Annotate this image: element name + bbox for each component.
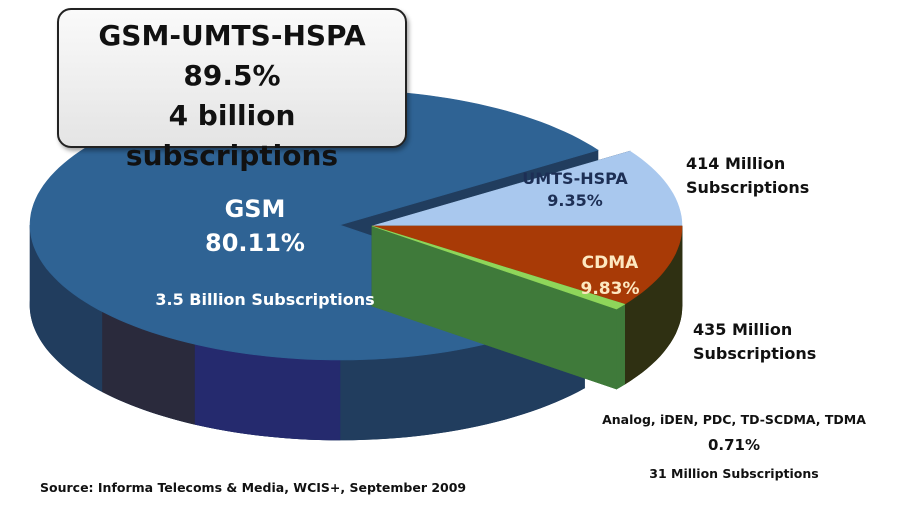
cdma-name: CDMA — [581, 253, 639, 273]
source-note: Source: Informa Telecoms & Media, WCIS+,… — [40, 480, 467, 495]
pie-slice-umts-hspa — [371, 150, 683, 227]
umts-name: UMTS-HSPA — [522, 169, 628, 188]
pie-slice-cdma — [371, 225, 683, 305]
cdma-label: CDMA 9.83% — [568, 250, 652, 302]
umts-percent: 9.35% — [547, 191, 603, 210]
pie-slice-side-analog — [616, 303, 625, 390]
cdma-note: 435 Million Subscriptions — [693, 320, 817, 363]
umts-note: 414 Million Subscriptions — [686, 154, 810, 197]
analog-note: 31 Million Subscriptions — [649, 466, 819, 481]
callout-title: GSM-UMTS-HSPA — [98, 19, 366, 52]
gsm-percent: 80.11% — [205, 229, 305, 257]
analog-name: Analog, iDEN, PDC, TD-SCDMA, TDMA — [602, 412, 866, 427]
analog-percent: 0.71% — [707, 436, 761, 454]
callout-subscriptions: 4 billion subscriptions — [125, 99, 339, 172]
callout-percent: 89.5% — [183, 59, 281, 92]
gsm-note: 3.5 Billion Subscriptions — [155, 290, 375, 309]
gsm-label: GSM 80.11% — [200, 192, 310, 260]
cdma-percent: 9.83% — [580, 279, 640, 299]
pie-slice-analog — [371, 225, 626, 310]
umts-label: UMTS-HSPA 9.35% — [512, 168, 638, 212]
callout-box: GSM-UMTS-HSPA 89.5% 4 billion subscripti… — [57, 8, 407, 172]
gsm-name: GSM — [224, 195, 286, 223]
